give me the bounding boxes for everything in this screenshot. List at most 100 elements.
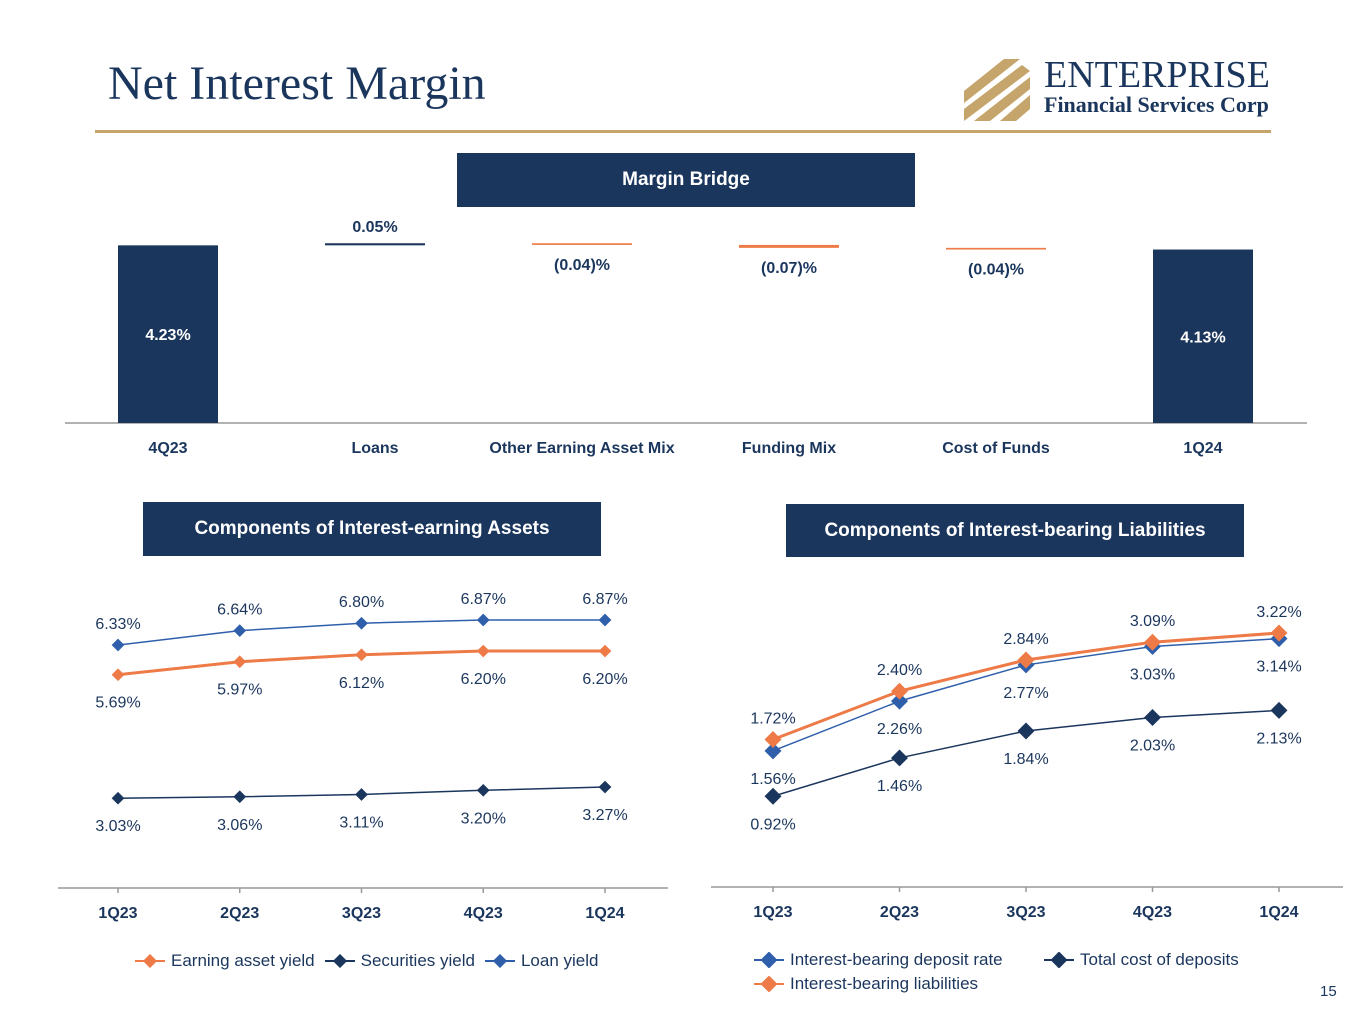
bar xyxy=(739,244,839,248)
data-point xyxy=(355,788,368,801)
legend-item: Interest-bearing liabilities xyxy=(754,974,978,994)
data-label: (0.04)% xyxy=(554,257,610,274)
data-point xyxy=(1270,624,1288,642)
assets-legend: Earning asset yield Securities yield Loa… xyxy=(135,951,608,971)
data-label: 6.20% xyxy=(582,671,627,688)
data-point xyxy=(598,644,612,658)
series-line xyxy=(772,637,1280,752)
data-label: 6.87% xyxy=(582,591,627,608)
legend-item: Total cost of deposits xyxy=(1044,950,1239,970)
data-point xyxy=(111,668,125,682)
data-label: 1.72% xyxy=(750,710,795,727)
data-label: 3.27% xyxy=(582,807,627,824)
data-point xyxy=(891,692,908,710)
legend-marker-icon xyxy=(754,952,784,968)
x-tick-label: 1Q23 xyxy=(753,904,792,921)
data-label: 0.05% xyxy=(352,219,397,236)
data-label: 1.84% xyxy=(1003,751,1048,768)
page-title: Net Interest Margin xyxy=(108,57,486,110)
legend-item: Loan yield xyxy=(484,951,599,971)
data-label: 2.84% xyxy=(1003,631,1048,648)
data-label: 0.92% xyxy=(750,816,795,833)
series-line xyxy=(117,786,606,799)
data-label: 3.22% xyxy=(1256,604,1301,621)
bar xyxy=(325,243,425,246)
data-point xyxy=(1270,630,1288,648)
data-label: 3.03% xyxy=(95,818,140,835)
legend-label: Interest-bearing liabilities xyxy=(790,974,979,993)
data-point xyxy=(233,790,247,804)
data-point xyxy=(1144,708,1161,726)
data-label: 2.77% xyxy=(1003,685,1048,702)
data-label: 6.87% xyxy=(461,591,506,608)
series-line xyxy=(117,619,605,646)
data-point xyxy=(1144,637,1161,655)
data-point xyxy=(111,791,125,805)
legend-item: Earning asset yield xyxy=(135,951,315,971)
legend-marker-icon xyxy=(1044,952,1074,968)
x-tick-label: Funding Mix xyxy=(742,440,836,457)
bar xyxy=(1153,249,1253,423)
x-tick-label: 3Q23 xyxy=(342,905,381,922)
x-tick-label: 4Q23 xyxy=(148,440,187,457)
data-point xyxy=(1270,701,1288,719)
data-label: 6.64% xyxy=(217,602,262,619)
bar xyxy=(118,245,218,423)
liabilities-legend: Interest-bearing deposit rate Total cost… xyxy=(754,950,1294,994)
data-point xyxy=(764,730,782,748)
data-point xyxy=(1017,722,1035,740)
data-label: 5.97% xyxy=(217,682,262,699)
page-number: 15 xyxy=(1320,983,1337,1000)
data-label: 4.23% xyxy=(145,327,190,344)
data-point xyxy=(1017,651,1035,669)
series-line xyxy=(117,649,605,677)
data-label: 3.09% xyxy=(1130,613,1175,630)
x-tick-label: Other Earning Asset Mix xyxy=(489,440,674,457)
x-tick-label: 1Q24 xyxy=(585,905,624,922)
legend-label: Earning asset yield xyxy=(171,951,315,970)
data-label: 1.56% xyxy=(750,771,795,788)
legend-label: Loan yield xyxy=(520,951,599,970)
data-label: 6.33% xyxy=(95,616,140,633)
legend-item: Securities yield xyxy=(324,951,475,971)
data-point xyxy=(764,742,782,760)
x-tick-label: 1Q24 xyxy=(1183,440,1222,457)
data-point xyxy=(233,655,247,669)
legend-marker-icon xyxy=(484,954,515,968)
title-rule xyxy=(95,130,1271,133)
data-label: 5.69% xyxy=(95,695,140,712)
legend-marker-icon xyxy=(754,976,784,992)
company-logo: ENTERPRISE Financial Services Corp xyxy=(960,55,1280,125)
bar xyxy=(946,247,1046,250)
data-point xyxy=(476,613,490,627)
bar xyxy=(532,243,632,245)
data-point xyxy=(111,638,125,652)
data-label: 2.26% xyxy=(877,721,922,738)
legend-label: Securities yield xyxy=(360,951,475,970)
x-tick-label: 3Q23 xyxy=(1006,904,1045,921)
x-tick-label: 1Q24 xyxy=(1259,904,1298,921)
x-tick-label: 2Q23 xyxy=(880,904,919,921)
legend-marker-icon xyxy=(135,954,165,968)
data-point xyxy=(355,616,368,630)
data-label: 2.13% xyxy=(1256,730,1301,747)
logo-name: ENTERPRISE xyxy=(1044,54,1270,96)
liabilities-header: Components of Interest-bearing Liabiliti… xyxy=(786,504,1244,557)
data-point xyxy=(764,787,782,805)
x-tick-label: 4Q23 xyxy=(1133,904,1172,921)
margin-bridge-chart: 4.23% 4Q23 0.05% Loans (0.04)% Other Earning … xyxy=(65,219,1307,457)
x-tick-label: 4Q23 xyxy=(464,905,503,922)
x-tick-label: 2Q23 xyxy=(220,905,259,922)
data-label: 6.12% xyxy=(339,675,384,692)
x-tick-label: Loans xyxy=(351,440,398,457)
legend-label: Total cost of deposits xyxy=(1080,950,1239,969)
logo-subtitle: Financial Services Corp xyxy=(1044,92,1269,117)
data-label: 3.03% xyxy=(1130,666,1175,683)
data-label: 1.46% xyxy=(877,778,922,795)
data-point xyxy=(476,644,490,658)
legend-item: Interest-bearing deposit rate xyxy=(754,950,1034,970)
data-point xyxy=(355,648,368,662)
data-point xyxy=(1144,633,1161,651)
data-point xyxy=(891,749,908,767)
data-label: 2.40% xyxy=(877,662,922,679)
